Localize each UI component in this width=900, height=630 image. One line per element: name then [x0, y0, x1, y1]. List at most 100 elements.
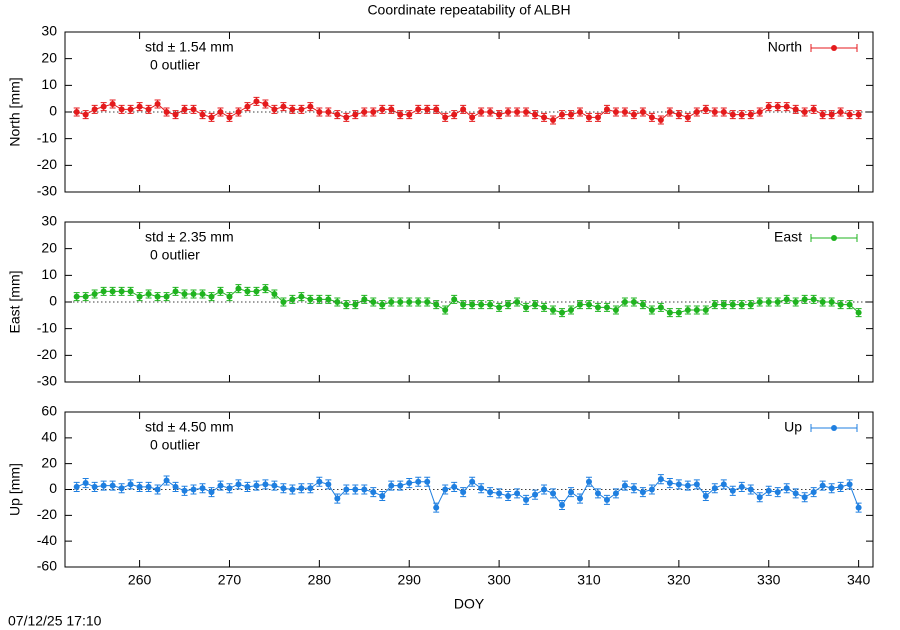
data-point: [648, 486, 655, 493]
data-point: [621, 299, 628, 305]
data-point: [73, 483, 80, 490]
data-point: [100, 103, 107, 110]
data-point: [792, 299, 799, 305]
data-point: [666, 109, 673, 115]
data-point: [100, 288, 107, 295]
data-point: [532, 491, 539, 498]
data-point: [433, 504, 440, 511]
data-point: [828, 111, 835, 118]
data-point: [226, 485, 233, 492]
y-tick-label: -60: [37, 558, 57, 574]
data-point: [352, 486, 359, 493]
data-point: [568, 307, 575, 313]
data-point: [343, 114, 350, 121]
data-point: [397, 482, 404, 489]
data-point: [568, 111, 575, 118]
data-point: [559, 309, 566, 316]
data-point: [451, 296, 458, 303]
data-point: [244, 288, 251, 295]
x-tick-label: 280: [308, 572, 332, 588]
data-point: [109, 482, 116, 489]
data-point: [172, 288, 179, 295]
data-point: [91, 483, 98, 490]
data-point: [738, 483, 745, 490]
data-point: [774, 489, 781, 496]
data-point: [460, 106, 467, 113]
data-point: [298, 106, 305, 113]
x-tick-label: 310: [577, 572, 601, 588]
data-point: [846, 301, 853, 308]
y-tick-label: 30: [41, 213, 57, 229]
data-point: [792, 106, 799, 113]
y-tick-label: 60: [41, 403, 57, 419]
data-point: [648, 307, 655, 313]
data-point: [316, 478, 323, 485]
annotation: 0 outlier: [150, 437, 200, 453]
data-point: [505, 109, 512, 115]
data-point: [666, 309, 673, 316]
data-point: [541, 304, 548, 311]
data-point: [460, 301, 467, 308]
data-point: [307, 485, 314, 492]
data-point: [639, 109, 646, 115]
data-point: [280, 299, 287, 305]
annotation: std ± 4.50 mm: [145, 419, 234, 435]
data-point: [568, 489, 575, 496]
x-tick-label: 260: [128, 572, 152, 588]
data-point: [729, 487, 736, 494]
data-point: [406, 480, 413, 487]
y-tick-label: -10: [37, 129, 57, 145]
y-axis-label: East [mm]: [7, 270, 23, 333]
data-point: [819, 482, 826, 489]
data-point: [532, 111, 539, 118]
data-point: [523, 304, 530, 311]
data-point: [576, 495, 583, 502]
data-point: [388, 106, 395, 113]
data-point: [576, 301, 583, 308]
series-line: [76, 288, 859, 314]
data-point: [630, 111, 637, 118]
data-point: [334, 299, 341, 305]
data-point: [397, 299, 404, 305]
data-point: [738, 111, 745, 118]
data-point: [585, 301, 592, 308]
y-tick-label: 30: [41, 23, 57, 39]
data-point: [208, 489, 215, 496]
data-point: [253, 98, 260, 105]
data-point: [325, 109, 332, 115]
data-point: [163, 109, 170, 115]
legend-label: Up: [784, 419, 802, 435]
data-point: [514, 109, 521, 115]
data-point: [316, 109, 323, 115]
data-point: [837, 483, 844, 490]
y-axis-label: North [mm]: [7, 77, 23, 146]
data-point: [550, 307, 557, 313]
data-point: [388, 482, 395, 489]
data-point: [451, 111, 458, 118]
data-point: [379, 301, 386, 308]
data-point: [361, 486, 368, 493]
data-point: [253, 288, 260, 295]
data-point: [541, 486, 548, 493]
y-tick-label: 20: [41, 239, 57, 255]
data-point: [307, 103, 314, 110]
data-point: [82, 111, 89, 118]
data-point: [415, 478, 422, 485]
data-point: [496, 304, 503, 311]
data-point: [82, 293, 89, 300]
series-line: [76, 100, 859, 121]
data-point: [711, 301, 718, 308]
data-point: [657, 304, 664, 311]
data-point: [298, 485, 305, 492]
data-point: [810, 296, 817, 303]
data-point: [514, 490, 521, 497]
data-point: [172, 483, 179, 490]
data-point: [145, 291, 152, 297]
data-point: [109, 288, 116, 295]
legend-marker: [831, 235, 837, 241]
data-point: [109, 101, 116, 107]
data-point: [271, 291, 278, 297]
data-point: [594, 304, 601, 311]
data-point: [73, 293, 80, 300]
